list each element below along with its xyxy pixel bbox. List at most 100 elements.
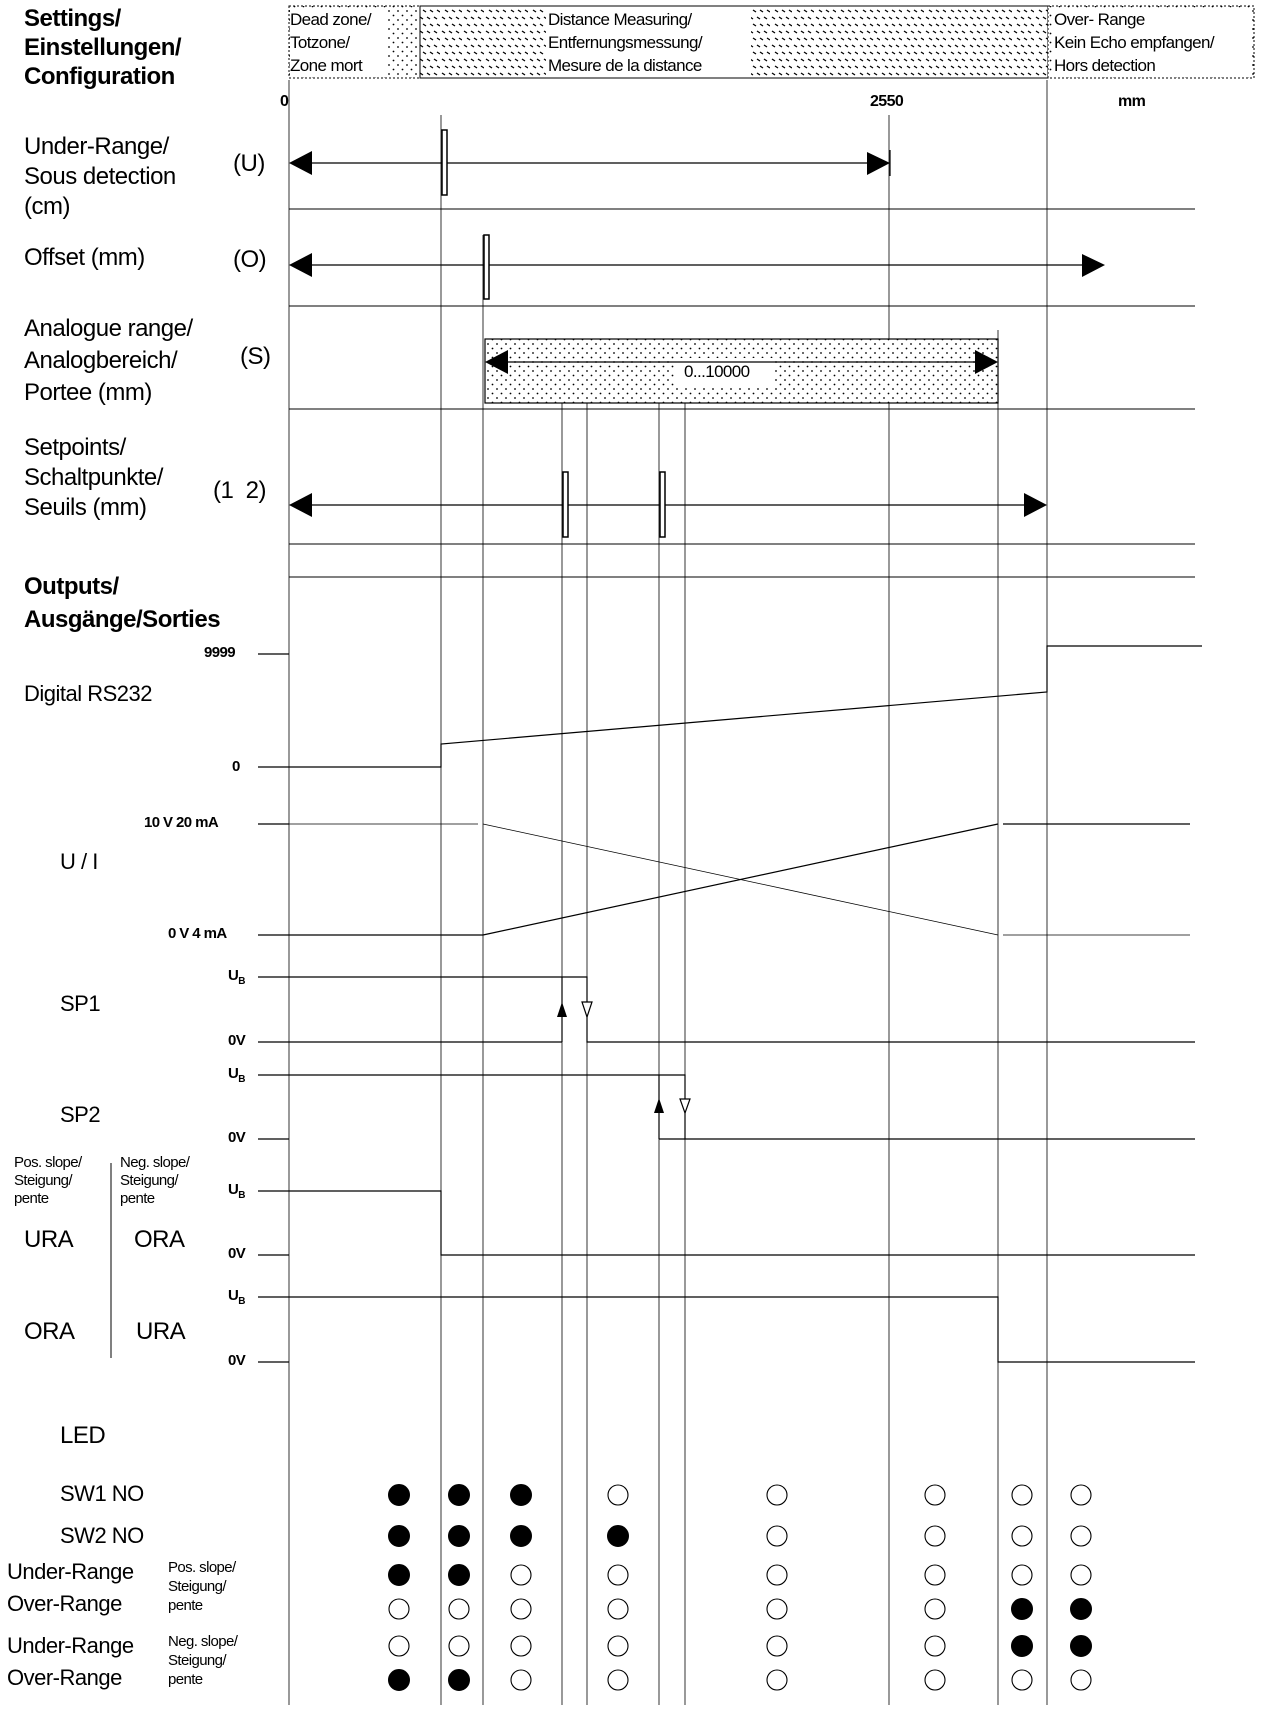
led-off-icon	[607, 1564, 629, 1586]
analogue-line-1: Analogue range/	[24, 315, 193, 342]
slope-left-line-1: Pos. slope/	[14, 1154, 82, 1171]
led-row-label-1: SW2 NO	[60, 1523, 144, 1548]
led-off-icon	[510, 1564, 532, 1586]
analogue-range-text: 0...10000	[684, 362, 750, 381]
led-off-icon	[766, 1598, 788, 1620]
led-on-icon	[448, 1669, 470, 1691]
ora-right-label: ORA	[134, 1226, 185, 1253]
led-off-icon	[388, 1598, 410, 1620]
led-pos-slope-line-2: Steigung/	[168, 1578, 227, 1595]
ura-ub: UB	[228, 1181, 245, 1201]
sp1-label: SP1	[60, 991, 101, 1016]
led-on-icon	[448, 1484, 470, 1506]
distance-line-1: Distance Measuring/	[548, 10, 692, 29]
led-on-icon	[510, 1525, 532, 1547]
sp2-zero: 0V	[228, 1129, 246, 1146]
slope-right-line-1: Neg. slope/	[120, 1154, 190, 1171]
led-off-icon	[1070, 1669, 1092, 1691]
vertical-grid	[288, 80, 1048, 1705]
led-row-label-3: Over-Range	[7, 1591, 122, 1616]
digital-signal	[258, 645, 1202, 768]
outputs-line-1: Outputs/	[24, 573, 119, 600]
outputs-line-2: Ausgänge/Sorties	[24, 605, 221, 633]
led-off-icon	[766, 1564, 788, 1586]
led-pos-slope-line-1: Pos. slope/	[168, 1559, 236, 1576]
led-off-icon	[448, 1635, 470, 1657]
slope-left-line-3: pente	[14, 1190, 49, 1207]
ora-zero: 0V	[228, 1352, 246, 1369]
analog-signal	[258, 823, 1190, 936]
dead-zone-line-3: Zone mort	[290, 56, 363, 75]
led-on-icon	[1070, 1635, 1092, 1657]
offset-label: Offset (mm)	[24, 244, 145, 271]
led-off-icon	[607, 1635, 629, 1657]
dead-zone-line-1: Dead zone/	[290, 10, 372, 29]
led-row-label-4: Under-Range	[7, 1633, 134, 1658]
led-row-label-2: Under-Range	[7, 1559, 134, 1584]
axis-unit: mm	[1118, 93, 1146, 110]
analogue-line-2: Analogbereich/	[24, 346, 178, 374]
led-off-icon	[1011, 1564, 1033, 1586]
sp2-signal	[258, 1074, 1195, 1140]
led-off-icon	[766, 1635, 788, 1657]
under-range-line-2: Sous detection	[24, 162, 176, 190]
slope-right-line-2: Steigung/	[120, 1172, 179, 1189]
digital-max: 9999	[204, 644, 236, 661]
led-row-label-0: SW1 NO	[60, 1481, 144, 1506]
ura-right-label: URA	[136, 1318, 186, 1345]
led-off-icon	[388, 1635, 410, 1657]
range-alarm-signals	[258, 1190, 1195, 1363]
led-off-icon	[607, 1484, 629, 1506]
ura-left-label: URA	[24, 1226, 74, 1253]
dead-zone-line-2: Totzone/	[290, 33, 350, 52]
sp1-zero: 0V	[228, 1032, 246, 1049]
over-range-line-3: Hors detection	[1054, 56, 1156, 75]
sp1-signal	[258, 976, 1195, 1043]
led-title: LED	[60, 1422, 106, 1449]
row-separators	[289, 208, 1195, 578]
led-row-label-5: Over-Range	[7, 1665, 122, 1690]
settings-line-2: Einstellungen/	[24, 33, 182, 61]
led-on-icon	[1070, 1598, 1092, 1620]
led-pos-slope-line-3: pente	[168, 1597, 203, 1614]
led-on-icon	[607, 1525, 629, 1547]
setpoints-line-1: Setpoints/	[24, 434, 126, 461]
settings-line-3: Configuration	[24, 62, 175, 90]
over-range-line-1: Over- Range	[1054, 10, 1145, 29]
setpoints-line-2: Schaltpunkte/	[24, 463, 163, 491]
slope-left-line-2: Steigung/	[14, 1172, 73, 1189]
under-range-line-1: Under-Range/	[24, 133, 169, 160]
setpoints-line-3: Seuils (mm)	[24, 493, 147, 521]
led-on-icon	[448, 1525, 470, 1547]
led-neg-slope-line-3: pente	[168, 1671, 203, 1688]
led-on-icon	[448, 1564, 470, 1586]
led-on-icon	[388, 1525, 410, 1547]
led-on-icon	[388, 1564, 410, 1586]
led-off-icon	[924, 1564, 946, 1586]
led-off-icon	[1011, 1525, 1033, 1547]
under-range-code: (U)	[233, 150, 265, 177]
led-off-icon	[766, 1484, 788, 1506]
led-off-icon	[1070, 1525, 1092, 1547]
setpoints-code: (1 2)	[213, 477, 267, 504]
led-off-icon	[607, 1598, 629, 1620]
led-off-icon	[448, 1598, 470, 1620]
analog-low: 0 V 4 mA	[168, 925, 227, 942]
distance-line-3: Mesure de la distance	[548, 56, 702, 75]
led-grid	[388, 1484, 1092, 1691]
led-off-icon	[510, 1669, 532, 1691]
analog-high: 10 V 20 mA	[144, 814, 219, 831]
led-neg-slope-line-2: Steigung/	[168, 1652, 227, 1669]
led-off-icon	[510, 1598, 532, 1620]
led-on-icon	[388, 1669, 410, 1691]
slope-right-line-3: pente	[120, 1190, 155, 1207]
led-on-icon	[388, 1484, 410, 1506]
analogue-line-3: Portee (mm)	[24, 378, 152, 406]
distance-line-2: Entfernungsmessung/	[548, 33, 703, 52]
led-neg-slope-line-1: Neg. slope/	[168, 1633, 238, 1650]
led-off-icon	[766, 1525, 788, 1547]
sp2-label: SP2	[60, 1102, 101, 1127]
sp1-ub: UB	[228, 967, 245, 987]
